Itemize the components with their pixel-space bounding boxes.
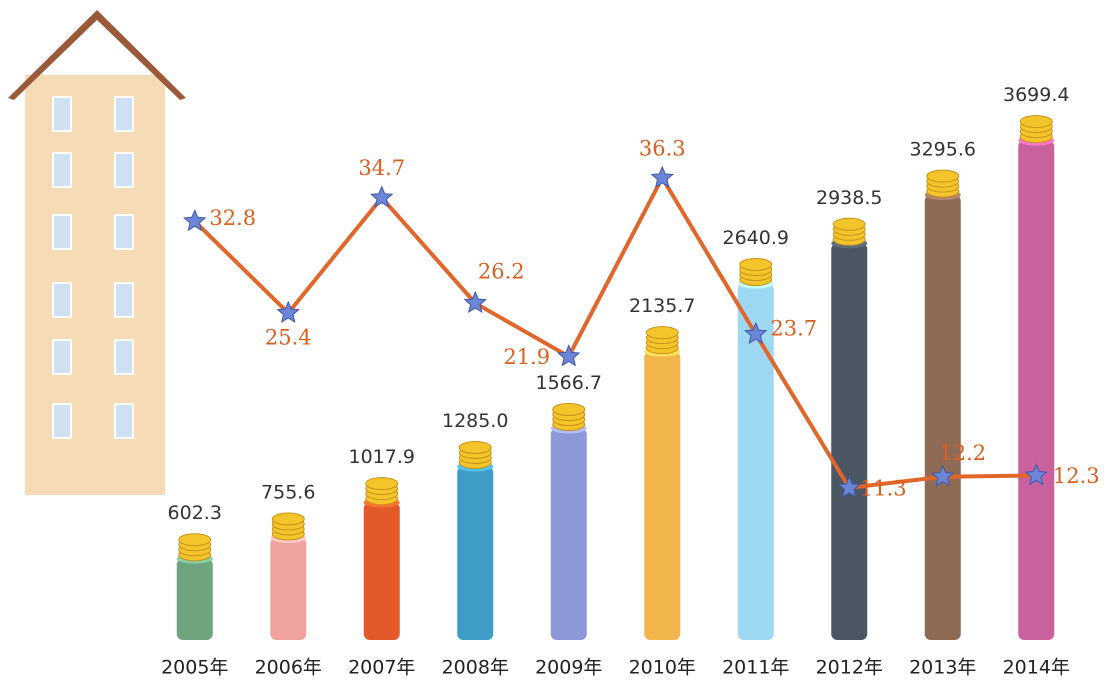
line-label: 11.3 [860,476,907,500]
coin [645,326,679,340]
x-tick-label: 2009年 [535,657,602,679]
coin [271,512,305,526]
star-marker [1024,463,1048,486]
bar-label: 1566.7 [536,372,602,394]
x-tick-label: 2007年 [348,657,415,679]
x-tick-label: 2005年 [161,657,228,679]
star-marker [183,209,207,232]
star-marker [931,464,955,487]
bar-label: 2938.5 [816,187,882,209]
x-tick-label: 2008年 [442,657,509,679]
star-marker [650,165,674,188]
house [8,10,186,495]
line-label: 21.9 [503,345,550,369]
x-tick-label: 2006年 [255,657,322,679]
coin [926,169,960,183]
coin [1019,115,1053,129]
star-marker [463,290,487,314]
x-tick-label: 2014年 [1003,657,1070,679]
coin [365,477,399,491]
star-marker [276,300,300,323]
bar-label: 755.6 [261,481,315,503]
x-tick-label: 2012年 [816,657,883,679]
star-marker [837,475,861,498]
bar [363,502,400,640]
bar [457,466,494,640]
bar-label: 3699.4 [1003,84,1069,106]
x-tick-label: 2013年 [909,657,976,679]
bar-label: 2640.9 [723,227,789,249]
bar-label: 1017.9 [349,446,415,468]
bar [1018,140,1055,640]
star-marker [370,185,394,208]
line-label: 25.4 [265,326,312,350]
bar [924,195,961,640]
line-label: 32.8 [209,206,256,230]
line-label: 23.7 [770,317,817,341]
line-label: 36.3 [639,136,686,160]
bar-label: 602.3 [168,502,222,524]
coin [458,441,492,455]
line-label: 26.2 [478,260,525,284]
bar-label: 2135.7 [629,295,695,317]
coin [178,533,212,547]
line-label: 34.7 [358,156,405,180]
bar [270,537,307,640]
bar-label: 3295.6 [910,139,976,161]
bar-label: 1285.0 [442,410,508,432]
coin [552,402,586,416]
x-tick-label: 2010年 [629,657,696,679]
bar [550,428,587,640]
star-marker [744,321,768,345]
star-marker [557,344,581,367]
bar [737,283,774,640]
line-label: 12.2 [939,441,986,465]
bar [644,351,681,640]
line-label: 12.3 [1053,464,1100,488]
bar [831,243,868,641]
line [193,173,1037,491]
bar [176,558,213,640]
coin [739,257,773,271]
x-tick-label: 2011年 [722,657,789,679]
coin [832,217,866,231]
